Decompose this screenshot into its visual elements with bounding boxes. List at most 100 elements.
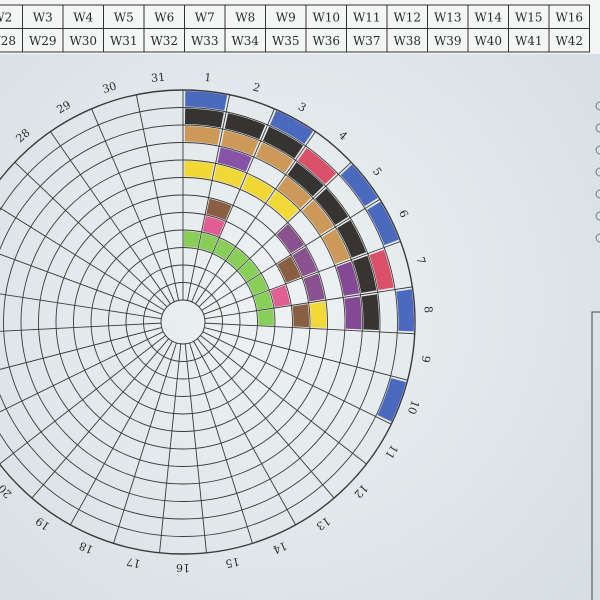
day-label: 30	[101, 79, 118, 96]
spoke	[204, 327, 408, 381]
colored-segments	[183, 91, 414, 422]
spoke	[50, 131, 171, 305]
side-table	[591, 311, 600, 600]
marker-fill	[303, 273, 325, 302]
spoke	[0, 335, 166, 465]
spoke	[0, 293, 162, 320]
bullet	[595, 189, 600, 199]
spoke	[202, 331, 392, 425]
bullet	[595, 101, 600, 111]
day-label: 11	[382, 442, 400, 461]
marker-fill	[241, 174, 274, 202]
marker-fill	[185, 91, 228, 111]
marker-fill	[377, 378, 407, 422]
table-cell-text: W11	[353, 10, 381, 24]
bullet	[595, 167, 600, 177]
marker-fill	[277, 176, 312, 209]
spoke	[135, 94, 180, 301]
marker-fill	[292, 247, 318, 277]
day-label: 15	[224, 555, 240, 571]
table-cell-text: W40	[474, 34, 502, 48]
spoke	[203, 241, 401, 315]
spoke	[201, 198, 381, 311]
marker-fill	[302, 200, 334, 235]
table-cell-text: W6	[154, 10, 174, 24]
table-cell-text: W8	[235, 10, 255, 24]
day-label: 7	[413, 255, 427, 265]
table-cell-text: W15	[515, 10, 543, 24]
spoke	[184, 343, 207, 553]
table-cell-text: W10	[312, 10, 340, 24]
spoke	[113, 342, 177, 544]
marker-fill	[292, 304, 310, 328]
table-cell-text: W14	[474, 10, 502, 24]
marker-fill	[322, 229, 350, 264]
spoke	[198, 161, 352, 308]
marker-fill	[396, 289, 414, 332]
table-cell-text: W37	[353, 34, 381, 48]
marker-fill	[269, 110, 314, 144]
spoke	[31, 338, 170, 499]
table-cell-text: W5	[114, 10, 134, 24]
table-cell	[548, 28, 590, 53]
spoke	[70, 341, 173, 526]
day-label: 18	[77, 539, 95, 556]
bullet	[595, 233, 600, 243]
table-cell-text: W35	[272, 34, 300, 48]
marker-fill	[267, 190, 299, 221]
table-cell-text: W28	[0, 34, 16, 48]
table-cell-text: W7	[195, 10, 215, 24]
marker-fill	[247, 274, 269, 296]
spoke	[204, 286, 413, 320]
marker-fill	[198, 233, 219, 253]
spoke	[91, 108, 175, 302]
day-label: 31	[151, 71, 166, 85]
spoke	[204, 322, 415, 335]
marker-fill	[257, 309, 274, 326]
table-cell-text: W12	[393, 10, 421, 24]
marker-fill	[213, 164, 246, 188]
marker-fill	[276, 224, 305, 254]
marker-fill	[221, 130, 259, 156]
day-label: 29	[55, 98, 74, 116]
marker-fill	[309, 301, 327, 328]
marker-fill	[361, 294, 379, 330]
spoke	[14, 161, 168, 308]
marker-fill	[184, 161, 214, 180]
spoke	[193, 341, 296, 526]
day-label: 2	[251, 81, 262, 95]
marker-fill	[206, 198, 232, 221]
table-cell-text: W41	[515, 34, 543, 48]
bullet	[595, 123, 600, 133]
spoke	[0, 207, 165, 311]
bullet	[595, 145, 600, 155]
table-cell-text: W31	[110, 34, 138, 48]
marker-fill	[184, 126, 221, 145]
spoke	[189, 342, 253, 544]
table-background	[0, 0, 600, 54]
table-cell-text: W9	[276, 10, 296, 24]
bullet	[595, 211, 600, 221]
table-cell-text: W36	[312, 34, 340, 48]
marker-fill	[270, 285, 291, 307]
day-label: 1	[204, 71, 212, 85]
spoke	[200, 335, 367, 465]
marker-fill	[226, 247, 249, 270]
day-label: 14	[271, 539, 289, 556]
table-cell-text: W3	[33, 10, 53, 24]
marker-fill	[287, 162, 324, 197]
marker-fill	[277, 256, 301, 283]
spoke	[195, 131, 316, 305]
marker-fill	[367, 201, 399, 246]
marker-fill	[254, 291, 273, 310]
spoke	[0, 322, 162, 332]
marker-fill	[183, 231, 201, 248]
marker-fill	[184, 108, 224, 128]
right-side-items	[591, 101, 600, 600]
table-cell-text: W2	[0, 10, 12, 24]
spoke	[0, 331, 164, 413]
table-cell-text: W33	[191, 34, 219, 48]
marker-fill	[238, 259, 260, 282]
day-label: 16	[176, 561, 190, 574]
